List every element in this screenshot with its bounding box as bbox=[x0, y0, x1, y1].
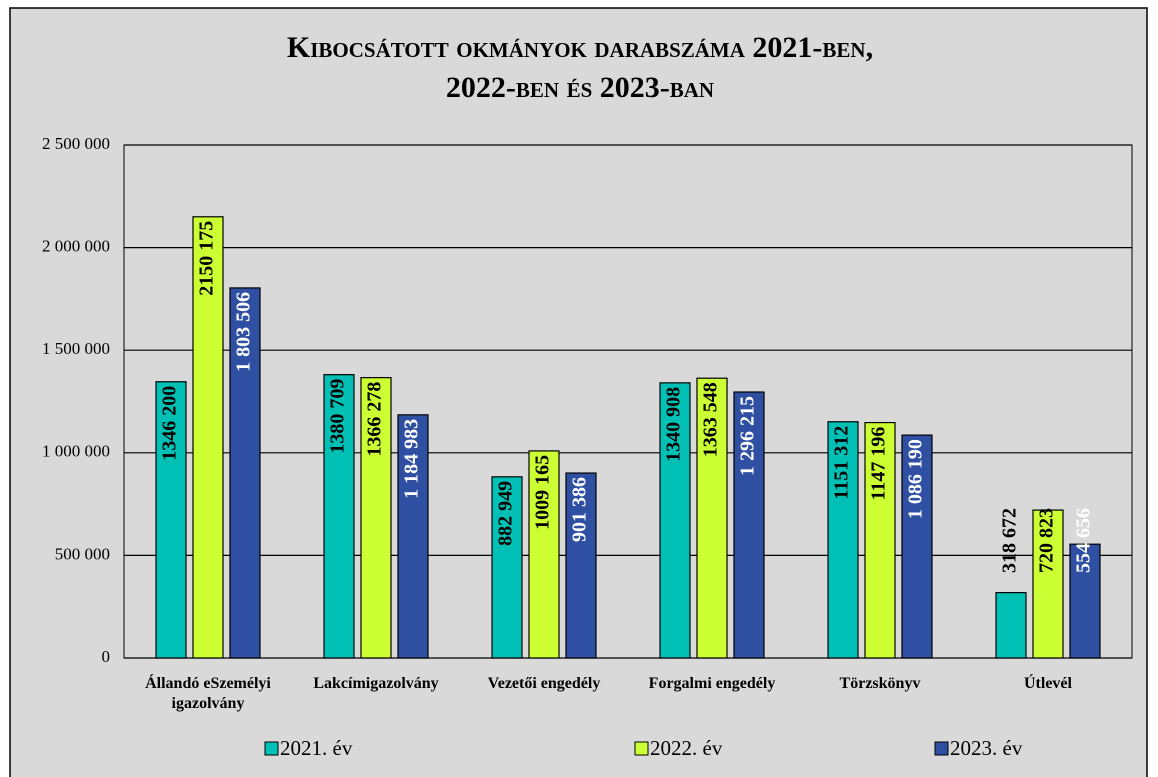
data-label: 2150 175 bbox=[196, 221, 218, 296]
bar bbox=[565, 472, 597, 659]
bar bbox=[1069, 543, 1101, 659]
data-label: 1 803 506 bbox=[233, 292, 255, 372]
data-label: 554 656 bbox=[1073, 508, 1095, 573]
y-tick-label: 2 500 000 bbox=[42, 134, 110, 153]
x-tick-label: Lakcímigazolvány bbox=[313, 675, 439, 692]
data-label: 1346 200 bbox=[159, 386, 181, 461]
x-tick-label: Forgalmi engedély bbox=[648, 675, 776, 692]
bar bbox=[192, 216, 224, 659]
x-tick-label: Vezetői engedély bbox=[487, 675, 601, 692]
chart-title: Kibocsátott okmányok darabszáma 2021-ben… bbox=[287, 31, 873, 64]
y-tick-label: 1 500 000 bbox=[42, 339, 110, 358]
data-label: 1363 548 bbox=[700, 382, 722, 457]
x-tick-label: Törzskönyv bbox=[839, 675, 921, 692]
bar bbox=[827, 421, 859, 659]
bar bbox=[491, 476, 523, 659]
bar bbox=[528, 450, 560, 659]
bar bbox=[864, 421, 896, 659]
legend-label: 2021. év bbox=[280, 736, 353, 760]
legend-swatch bbox=[634, 741, 649, 756]
y-tick-label: 1 000 000 bbox=[42, 442, 110, 461]
data-label: 1380 709 bbox=[327, 379, 349, 454]
bar bbox=[733, 391, 765, 659]
bar bbox=[995, 592, 1027, 659]
bar bbox=[397, 414, 429, 659]
bar bbox=[659, 382, 691, 659]
legend-label: 2023. év bbox=[950, 736, 1023, 760]
data-label: 1366 278 bbox=[364, 382, 386, 457]
y-tick-label: 0 bbox=[102, 647, 111, 666]
data-label: 882 949 bbox=[495, 481, 517, 546]
bar bbox=[901, 434, 933, 659]
data-label: 1151 312 bbox=[831, 426, 853, 500]
data-label: 1009 165 bbox=[532, 455, 554, 530]
data-label: 318 672 bbox=[999, 508, 1021, 573]
legend-swatch bbox=[934, 741, 949, 756]
bar bbox=[229, 287, 261, 659]
y-tick-label: 2 000 000 bbox=[42, 237, 110, 256]
legend-swatch bbox=[264, 741, 279, 756]
data-label: 901 386 bbox=[569, 477, 591, 542]
bar bbox=[1032, 509, 1064, 659]
bar bbox=[155, 381, 187, 659]
data-label: 1 184 983 bbox=[401, 419, 423, 499]
bar bbox=[323, 374, 355, 659]
x-tick-label: Útlevél bbox=[1024, 675, 1072, 692]
legend-label: 2022. év bbox=[650, 736, 723, 760]
data-label: 1 296 215 bbox=[737, 396, 759, 476]
y-tick-label: 500 000 bbox=[55, 544, 110, 563]
data-label: 1147 196 bbox=[868, 427, 890, 501]
bar bbox=[696, 377, 728, 659]
data-label: 1 086 190 bbox=[905, 439, 927, 519]
data-label: 720 823 bbox=[1036, 508, 1058, 573]
bar bbox=[360, 377, 392, 659]
data-label: 1340 908 bbox=[663, 387, 685, 462]
x-tick-label: Állandó eSzemélyi igazolvány bbox=[145, 675, 271, 712]
chart-title: 2022-ben és 2023-ban bbox=[446, 71, 714, 104]
